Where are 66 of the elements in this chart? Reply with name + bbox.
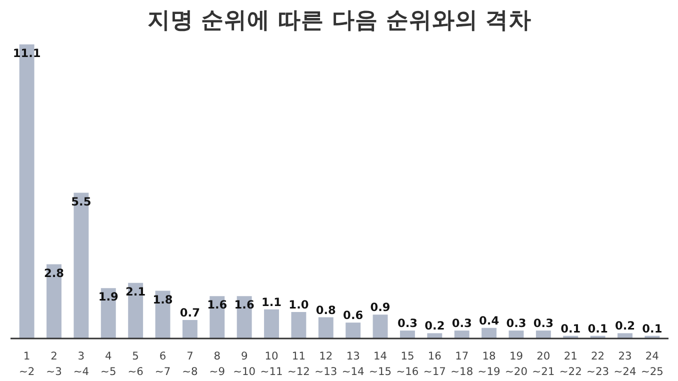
bar <box>100 288 116 338</box>
x-tick-label: 5 ~6 <box>128 350 144 378</box>
data-label: 0.9 <box>370 300 390 314</box>
x-tick-label: 10 ~11 <box>260 350 283 378</box>
bar <box>182 320 198 338</box>
chart-title: 지명 순위에 따른 다음 순위와의 격차 <box>147 8 532 34</box>
bar <box>46 264 62 338</box>
data-label: 1.9 <box>98 290 119 304</box>
data-label: 0.3 <box>506 316 526 330</box>
data-label: 0.4 <box>479 313 500 328</box>
x-tick-label: 23 ~24 <box>614 350 636 378</box>
data-label: 0.1 <box>560 321 581 336</box>
data-label: 0.1 <box>588 321 608 336</box>
data-label: 0.8 <box>316 302 336 317</box>
x-tick-label: 21 ~22 <box>559 350 582 378</box>
x-tick-label: 14 ~15 <box>369 350 392 378</box>
x-tick-label: 11 ~12 <box>287 350 310 378</box>
bar <box>508 330 524 338</box>
bar <box>618 333 632 338</box>
data-label: 5.5 <box>71 194 92 208</box>
x-tick-label: 7 ~8 <box>182 350 198 378</box>
x-tick-label: 12 ~13 <box>314 350 338 378</box>
data-label: 0.3 <box>533 316 554 330</box>
bar <box>482 328 497 338</box>
x-tick-label: 24 ~25 <box>640 350 664 378</box>
data-label: 2.1 <box>126 284 146 298</box>
bar <box>454 330 470 338</box>
data-label: 2.8 <box>44 266 64 280</box>
x-tick-label: 9 ~10 <box>233 350 256 378</box>
x-tick-label: 20 ~21 <box>532 350 555 378</box>
bar <box>400 330 415 338</box>
bar <box>318 317 334 338</box>
x-tick-label: 22 ~23 <box>586 350 610 378</box>
data-label: 0.3 <box>397 316 418 330</box>
data-label: 0.2 <box>424 318 445 333</box>
x-tick-label: 13 ~14 <box>342 350 365 378</box>
x-tick-label: 18 ~19 <box>478 350 501 378</box>
bar <box>536 330 551 338</box>
x-tick-label: 17 ~18 <box>450 350 474 378</box>
x-tick-label: 16 ~17 <box>423 350 446 378</box>
x-tick-label: 8 ~9 <box>209 350 226 378</box>
bar <box>74 192 89 338</box>
data-label: 0.6 <box>343 308 364 322</box>
bar <box>372 314 388 338</box>
x-tick-label: 4 ~5 <box>100 350 116 378</box>
data-label: 0.1 <box>642 321 662 336</box>
data-label: 1.0 <box>288 298 309 312</box>
bar <box>264 309 279 338</box>
data-label: 11.1 <box>12 46 41 60</box>
data-label: 1.6 <box>207 298 228 312</box>
x-tick-label: 2 ~3 <box>46 350 62 378</box>
x-tick-label: 15 ~16 <box>396 350 419 378</box>
x-tick-label: 3 ~4 <box>73 350 90 378</box>
data-label: 1.8 <box>152 292 173 306</box>
bar <box>291 312 306 338</box>
x-tick-label: 6 ~7 <box>154 350 171 378</box>
data-label: 0.3 <box>452 316 472 330</box>
data-label: 1.6 <box>234 298 254 312</box>
bar <box>346 322 361 338</box>
bar <box>427 333 442 338</box>
x-tick-label: 1 ~2 <box>18 350 35 378</box>
data-label: 0.2 <box>614 318 636 333</box>
x-tick-label: 19 ~20 <box>504 350 528 378</box>
data-label: 1.1 <box>261 294 282 309</box>
bar <box>128 282 144 338</box>
data-label: 0.7 <box>180 305 200 320</box>
